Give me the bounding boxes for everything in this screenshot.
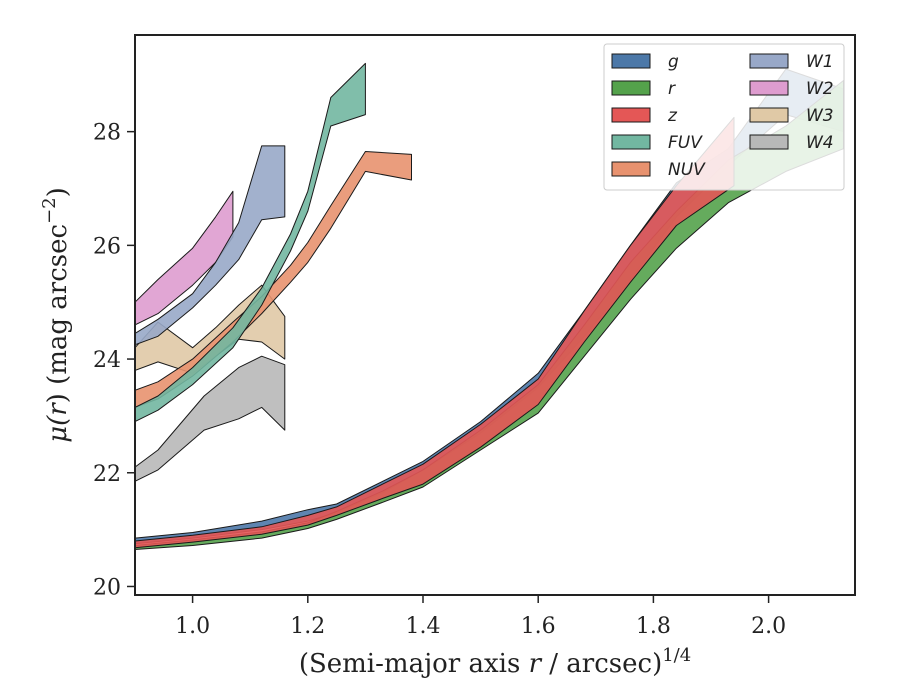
legend-label-w2: W2	[806, 79, 834, 99]
y-axis-label-close: )	[43, 187, 73, 197]
y-tick-label: 20	[93, 575, 121, 600]
legend-swatch-w2	[749, 80, 789, 96]
y-tick-label: 22	[93, 462, 121, 487]
y-axis-label-var: r	[43, 402, 73, 416]
legend-label-fuv: FUV	[668, 133, 703, 153]
x-tick-label: 1.2	[290, 614, 325, 639]
legend-swatch-w3	[749, 107, 789, 123]
x-tick-label: 1.0	[175, 614, 210, 639]
y-axis-ticks: 20 22 24 26 28	[93, 121, 135, 600]
legend-swatch-fuv	[611, 134, 651, 150]
band-w1	[135, 145, 286, 346]
legend-swatch-r	[611, 80, 651, 96]
band-w4	[135, 355, 286, 482]
legend-label-g: g	[668, 52, 679, 72]
x-axis-label-tail: / arcsec)	[541, 649, 662, 679]
legend: grz FUV NUV W1 W2 W3 W4	[603, 43, 845, 191]
x-tick-label: 1.8	[636, 614, 671, 639]
y-tick-label: 24	[93, 348, 121, 373]
y-axis-label-tail: ) (mag arcsec	[43, 224, 73, 403]
x-tick-label: 1.6	[521, 614, 556, 639]
legend-label-r: r	[668, 79, 676, 99]
band-w2	[135, 190, 234, 326]
x-axis-label-main: (Semi-major axis	[299, 649, 529, 679]
legend-label-w3: W3	[806, 106, 834, 126]
legend-label-nuv: NUV	[668, 160, 706, 180]
x-axis-label-sup: 1/4	[662, 645, 691, 666]
y-axis-label-sup: −2	[39, 197, 60, 224]
band-fuv	[135, 62, 366, 423]
legend-swatch-w4	[749, 134, 789, 150]
legend-label-w1: W1	[806, 52, 834, 72]
legend-swatch-w1	[749, 53, 789, 69]
x-axis-label: (Semi-major axis r / arcsec)1/4	[299, 645, 691, 679]
legend-swatch-z	[611, 107, 651, 123]
y-tick-label: 26	[93, 234, 121, 259]
legend-swatch-g	[611, 53, 651, 69]
y-axis-label-mu: μ(	[43, 415, 73, 443]
legend-label-w4: W4	[806, 133, 834, 153]
plot-frame	[134, 34, 856, 596]
x-tick-label: 2.0	[751, 614, 786, 639]
y-axis-label: μ(r) (mag arcsec−2)	[39, 187, 73, 443]
x-axis-ticks: 1.0 1.2 1.4 1.6 1.8 2.0	[175, 595, 786, 639]
legend-label-z: z	[667, 106, 678, 126]
x-axis-label-var: r	[529, 649, 543, 679]
y-tick-label: 28	[93, 121, 121, 146]
x-tick-label: 1.4	[406, 614, 441, 639]
legend-swatch-nuv	[611, 161, 651, 177]
